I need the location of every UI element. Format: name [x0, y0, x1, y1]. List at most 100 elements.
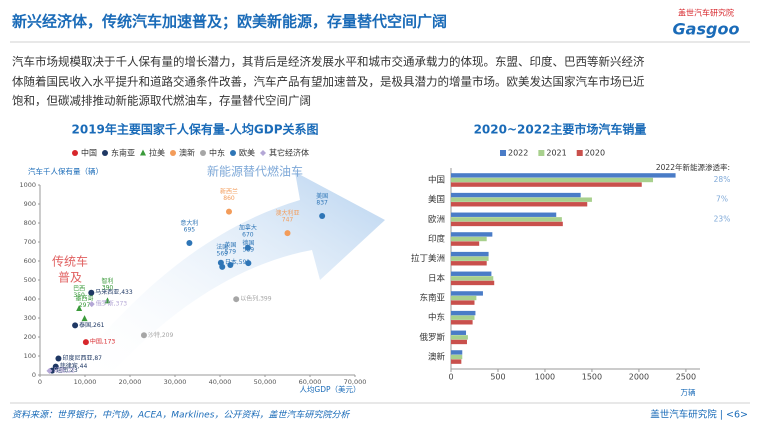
x-tick-label: 2500	[676, 373, 696, 382]
data-label: 法国 569	[216, 242, 228, 257]
y-tick-label: 500	[24, 276, 36, 284]
bar	[451, 236, 487, 242]
bar	[451, 232, 493, 237]
legend-marker	[140, 149, 146, 156]
bar	[451, 177, 654, 183]
point	[245, 260, 252, 267]
body-line: 饱和，但碳减排推动新能源取代燃油车，存量替代空间广阔	[12, 94, 311, 108]
data-label: 印度尼西亚,87	[62, 354, 102, 362]
bar	[451, 241, 480, 246]
bar	[451, 315, 475, 320]
bar	[451, 197, 592, 202]
footer-source: 资料来源：世界银行，中汽协，ACEA，Marklines，公开资料，盖世汽车研究…	[12, 410, 350, 421]
point	[88, 289, 95, 296]
x-tick-label: 0	[448, 373, 453, 382]
point	[52, 363, 59, 370]
category-label: 中东	[428, 312, 445, 323]
data-label: 越南,23	[56, 366, 78, 374]
y-tick-label: 400	[24, 295, 36, 303]
data-label: 智利 390	[101, 276, 113, 291]
y-tick-label: 200	[24, 333, 36, 341]
bar	[451, 291, 483, 296]
data-label: 马来西亚,433	[95, 288, 133, 296]
bar	[451, 330, 467, 335]
legend-marker	[102, 150, 108, 156]
point	[76, 305, 83, 311]
point	[104, 297, 111, 304]
x-tick-label: 60,000	[299, 378, 322, 386]
point	[46, 367, 53, 374]
legend-swatch	[576, 150, 583, 156]
annotation: 传统车	[52, 254, 88, 269]
bar	[451, 300, 475, 305]
category-label: 俄罗斯	[419, 332, 445, 343]
legend-label: 中东	[209, 148, 225, 158]
x-tick-label: 50,000	[254, 378, 277, 386]
x-tick-label: 10,000	[74, 378, 97, 386]
y-tick-label: 900	[24, 200, 36, 208]
bar	[451, 359, 462, 364]
point	[72, 322, 79, 329]
category-label: 东南亚	[419, 293, 445, 304]
y-tick-label: 600	[24, 257, 36, 265]
note-title: 2022年新能源渗透率:	[656, 162, 730, 172]
bar	[451, 339, 467, 345]
bar	[451, 295, 477, 301]
legend-swatch	[500, 150, 506, 156]
bar	[451, 221, 563, 227]
legend-label: 澳新	[179, 148, 195, 158]
x-tick-label: 0	[38, 378, 42, 386]
bar	[451, 256, 489, 261]
data-label: 澳大利亚 747	[275, 209, 299, 224]
bar	[451, 212, 557, 217]
data-label: 墨西哥 297	[76, 295, 94, 309]
slide-title: 新兴经济体，传统汽车加速普及；欧美新能源，存量替代空间广阔	[12, 13, 447, 31]
point	[55, 355, 62, 362]
legend-label: 中国	[81, 148, 97, 158]
penetration-label: 28%	[714, 175, 731, 184]
data-label: 以色列,399	[240, 295, 272, 303]
bar	[451, 354, 463, 360]
point	[219, 263, 226, 270]
y-tick-label: 1000	[19, 181, 36, 189]
x-axis-label: 人均GDP（美元）	[299, 384, 360, 394]
bar	[451, 173, 676, 178]
data-label: 沙特,209	[148, 331, 174, 339]
bar	[451, 276, 494, 281]
legend-marker	[72, 150, 78, 156]
x-tick-label: 1000	[535, 373, 555, 382]
point	[186, 239, 193, 246]
x-tick-label: 1500	[582, 373, 602, 382]
point	[284, 230, 291, 237]
chart-title: 2020~2022主要市场汽车销量	[474, 122, 647, 137]
data-label: 巴西 350	[73, 285, 85, 299]
bar	[451, 271, 492, 276]
point	[82, 339, 89, 346]
data-label: 美国 837	[316, 191, 328, 206]
legend-swatch	[538, 150, 545, 156]
bar	[451, 350, 463, 355]
legend-label: 2020	[585, 149, 605, 158]
x-tick-label: 40,000	[209, 378, 232, 386]
bar	[451, 251, 489, 257]
bar	[451, 192, 581, 198]
point	[81, 315, 88, 322]
x-tick-label: 500	[490, 373, 505, 382]
legend-label: 2021	[546, 149, 566, 158]
legend-marker	[170, 150, 176, 156]
y-axis-label: 汽车千人保有量（辆）	[28, 166, 103, 176]
penetration-label: 7%	[716, 195, 728, 204]
point	[319, 212, 326, 219]
x-tick-label: 30,000	[164, 378, 187, 386]
data-label: 俄罗斯,373	[96, 300, 128, 308]
y-tick-label: 100	[24, 352, 36, 360]
bar	[451, 202, 588, 207]
data-label: 加拿大 670	[239, 223, 257, 238]
point	[233, 296, 240, 303]
legend-label: 2022	[508, 149, 528, 158]
bar	[451, 261, 487, 266]
data-label: 印度,22	[53, 366, 75, 374]
logo-cn: 盖世汽车研究院	[678, 8, 734, 18]
y-tick-label: 800	[24, 219, 36, 227]
